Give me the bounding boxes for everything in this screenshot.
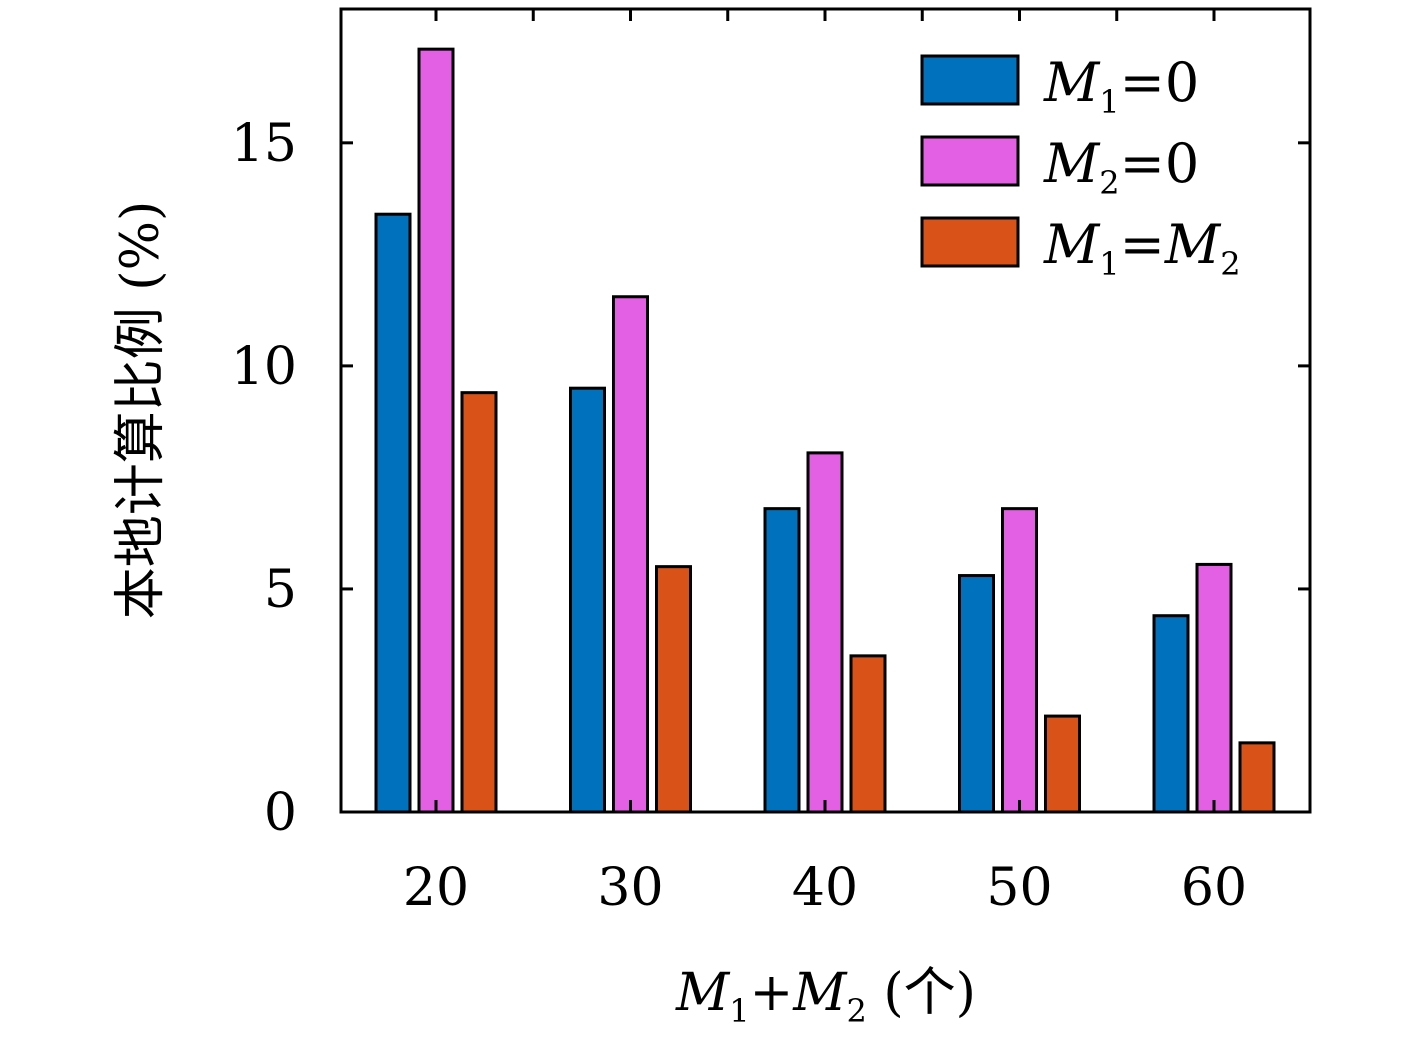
legend-swatch-m2-zero bbox=[920, 135, 1020, 187]
y-tick-label-5: 5 bbox=[264, 560, 297, 620]
bar-50-series-1 bbox=[958, 574, 995, 814]
bar-40-series-3 bbox=[849, 654, 887, 814]
legend-swatch-m1-eq-m2 bbox=[920, 216, 1020, 268]
bar-60-series-1 bbox=[1152, 614, 1190, 814]
bar-30-series-2 bbox=[612, 295, 649, 814]
y-tick-label-15: 15 bbox=[231, 114, 297, 174]
legend: M1=0 M2=0 M1=M2 bbox=[920, 51, 1241, 283]
legend-swatch-m1-zero bbox=[920, 54, 1020, 106]
bars-group bbox=[374, 47, 1276, 814]
bar-20-series-2 bbox=[417, 47, 455, 814]
tick-labels-group: 20 30 40 50 60 0 5 10 15 bbox=[231, 114, 1247, 918]
bar-40-series-1 bbox=[763, 507, 801, 814]
x-axis-title: M1+M2 (个) bbox=[675, 963, 976, 1030]
bar-60-series-2 bbox=[1195, 562, 1233, 814]
bar-20-series-1 bbox=[374, 212, 412, 814]
x-tick-label-30: 30 bbox=[597, 858, 663, 918]
y-tick-label-10: 10 bbox=[231, 337, 297, 397]
plot-frame bbox=[339, 7, 1312, 814]
legend-label-m1-zero: M1=0 bbox=[1043, 51, 1199, 121]
x-tick-label-60: 60 bbox=[1181, 858, 1247, 918]
y-tick-label-0: 0 bbox=[264, 783, 297, 843]
bar-50-series-3 bbox=[1044, 714, 1081, 814]
bar-20-series-3 bbox=[460, 391, 498, 814]
legend-label-m2-zero: M2=0 bbox=[1043, 132, 1199, 202]
bar-30-series-3 bbox=[655, 565, 692, 814]
bar-40-series-2 bbox=[806, 451, 844, 814]
bar-50-series-2 bbox=[1001, 507, 1038, 814]
bar-60-series-3 bbox=[1238, 741, 1276, 814]
x-tick-label-20: 20 bbox=[403, 858, 469, 918]
legend-label-m1-eq-m2: M1=M2 bbox=[1043, 213, 1241, 283]
bar-30-series-1 bbox=[569, 386, 606, 814]
y-axis-title: 本地计算比例 (%) bbox=[111, 201, 171, 620]
x-tick-label-40: 40 bbox=[792, 858, 858, 918]
x-tick-label-50: 50 bbox=[986, 858, 1052, 918]
